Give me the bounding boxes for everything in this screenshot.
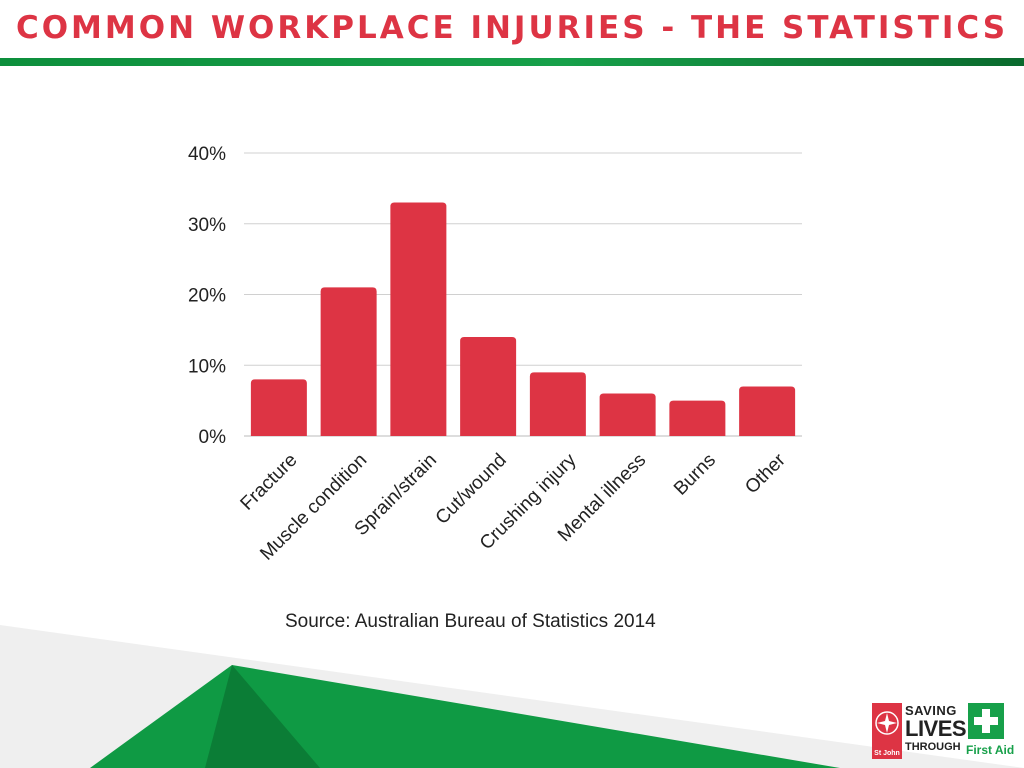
y-tick-label: 0% bbox=[199, 427, 227, 448]
st-john-badge: St John bbox=[872, 703, 902, 759]
st-john-logo: St John SAVING LIVES THROUGH First Aid bbox=[872, 703, 1014, 759]
logo-line-saving: SAVING bbox=[905, 703, 957, 718]
title-divider bbox=[0, 58, 1024, 66]
bar-other bbox=[739, 386, 796, 436]
st-john-cross-icon bbox=[875, 711, 899, 735]
logo-line-through: THROUGH bbox=[905, 741, 961, 753]
badge-label: St John bbox=[874, 750, 900, 757]
logo-line-first-aid: First Aid bbox=[966, 743, 1015, 757]
bars bbox=[250, 202, 796, 436]
x-tick-label: Burns bbox=[670, 450, 720, 500]
bar-fracture bbox=[250, 379, 307, 436]
y-tick-label: 30% bbox=[188, 215, 226, 236]
bar-muscle-condition bbox=[320, 287, 377, 436]
bar-crushing-injury bbox=[529, 372, 586, 436]
first-aid-cross-icon bbox=[968, 703, 1004, 739]
background-decoration bbox=[0, 625, 1024, 768]
y-tick-label: 10% bbox=[188, 356, 226, 377]
bar-burns bbox=[669, 400, 726, 436]
x-tick-label: Other bbox=[741, 449, 790, 498]
background-dark-green-shape bbox=[205, 665, 320, 768]
x-tick-label: Fracture bbox=[237, 450, 302, 515]
logo-line-lives: LIVES bbox=[905, 716, 967, 741]
bar-mental-illness bbox=[599, 393, 656, 436]
page-title: COMMON WORKPLACE INJURIES - THE STATISTI… bbox=[15, 10, 1009, 46]
y-tick-label: 20% bbox=[188, 286, 226, 307]
y-axis-tick-labels: 0% 10% 20% 30% 40% bbox=[188, 144, 226, 448]
source-caption: Source: Australian Bureau of Statistics … bbox=[285, 611, 656, 632]
bar-cut-wound bbox=[460, 336, 517, 436]
logo-wordmark: SAVING LIVES THROUGH bbox=[905, 703, 967, 759]
bar-sprain-strain bbox=[390, 202, 447, 436]
y-tick-label: 40% bbox=[188, 144, 226, 165]
